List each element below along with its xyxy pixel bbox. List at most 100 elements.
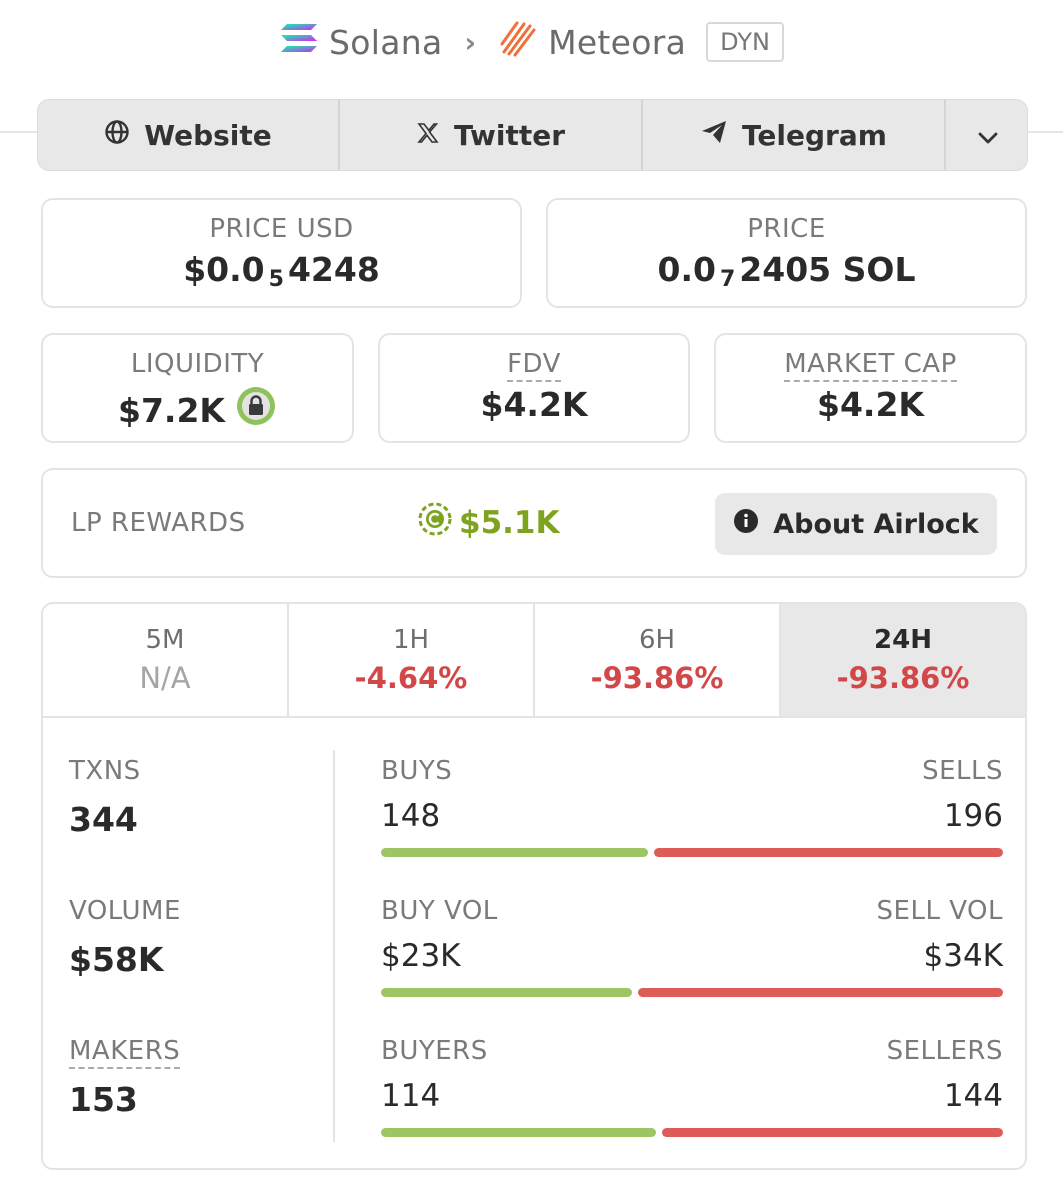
txns-value: 344 xyxy=(69,800,138,839)
liquidity-card: LIQUIDITY $7.2K xyxy=(41,333,354,443)
lp-rewards-value: $5.1K xyxy=(459,505,560,541)
website-label: Website xyxy=(144,118,272,152)
about-airlock-label: About Airlock xyxy=(773,508,979,540)
volume-value: $58K xyxy=(69,940,164,979)
fdv-card: FDV $4.2K xyxy=(378,333,690,443)
stats-summary: TXNS 344 VOLUME $58K MAKERS 153 xyxy=(69,756,329,1168)
website-button[interactable]: Website xyxy=(38,100,340,170)
tab-change: -4.64% xyxy=(354,661,468,695)
buys-label: BUYS xyxy=(381,756,453,786)
chain-link[interactable]: Solana xyxy=(279,21,442,63)
fdv-value: $4.2K xyxy=(480,385,588,424)
buy-sell-ratio-bar xyxy=(381,848,1003,857)
tab-label: 6H xyxy=(638,625,676,655)
lp-rewards-value-row: $5.1K xyxy=(417,501,560,545)
makers-split: BUYERS SELLERS 114 144 xyxy=(381,1036,1003,1168)
telegram-button[interactable]: Telegram xyxy=(643,100,946,170)
volume-stat: VOLUME $58K xyxy=(69,896,329,1036)
pool-type-badge: DYN xyxy=(706,22,784,62)
txns-label: TXNS xyxy=(69,756,141,786)
twitter-label: Twitter xyxy=(453,118,566,152)
stats-divider xyxy=(333,750,335,1142)
info-icon xyxy=(733,508,759,541)
price-native-prefix: 0.0 xyxy=(657,250,716,289)
buy-bar xyxy=(381,1128,656,1137)
timeframe-tabs: 5M N/A 1H -4.64% 6H -93.86% 24H -93.86% xyxy=(43,604,1025,718)
sell-vol-label: SELL VOL xyxy=(876,896,1003,926)
liquidity-lock-icon[interactable] xyxy=(235,385,277,435)
tab-change: N/A xyxy=(139,661,191,695)
tab-1h[interactable]: 1H -4.64% xyxy=(289,604,535,716)
buy-vol-label: BUY VOL xyxy=(381,896,498,926)
market-cap-card: MARKET CAP $4.2K xyxy=(714,333,1027,443)
buy-bar xyxy=(381,988,633,997)
globe-icon xyxy=(104,119,130,152)
liquidity-value-row: $7.2K xyxy=(43,385,352,435)
tab-change: -93.86% xyxy=(836,661,970,695)
chain-name: Solana xyxy=(329,22,443,62)
price-native-digits: 2405 SOL xyxy=(739,250,916,289)
makers-value: 153 xyxy=(69,1080,138,1119)
txns-stat: TXNS 344 xyxy=(69,756,329,896)
buy-sell-volume-bar xyxy=(381,988,1003,997)
sell-bar xyxy=(654,848,1003,857)
buy-bar xyxy=(381,848,649,857)
volume-label: VOLUME xyxy=(69,896,181,926)
stats-panel: 5M N/A 1H -4.64% 6H -93.86% 24H -93.86% … xyxy=(41,602,1027,1170)
chevron-down-icon xyxy=(977,119,999,152)
price-usd-card: PRICE USD $0.0 5 4248 xyxy=(41,198,522,308)
buyers-label: BUYERS xyxy=(381,1036,488,1066)
market-cap-label[interactable]: MARKET CAP xyxy=(784,349,957,382)
tab-label: 5M xyxy=(145,625,185,655)
paper-plane-icon xyxy=(700,119,728,152)
price-usd-digits: 4248 xyxy=(287,250,380,289)
solana-logo-icon xyxy=(279,21,319,63)
tab-6h[interactable]: 6H -93.86% xyxy=(535,604,781,716)
tab-5m[interactable]: 5M N/A xyxy=(43,604,289,716)
twitter-button[interactable]: Twitter xyxy=(340,100,643,170)
sellers-label: SELLERS xyxy=(886,1036,1003,1066)
liquidity-value: $7.2K xyxy=(118,390,225,430)
market-cap-value: $4.2K xyxy=(817,385,924,424)
makers-label-wrap: MAKERS xyxy=(69,1036,329,1069)
sell-vol-value: $34K xyxy=(923,938,1004,974)
more-links-button[interactable] xyxy=(946,100,1029,170)
sells-label: SELLS xyxy=(922,756,1003,786)
airlock-coin-icon xyxy=(417,501,453,545)
telegram-label: Telegram xyxy=(742,118,887,152)
market-cap-label-wrap: MARKET CAP xyxy=(716,349,1025,382)
price-usd-label: PRICE USD xyxy=(209,214,354,244)
social-links-bar: Website Twitter Telegram xyxy=(37,99,1028,171)
price-native-value: 0.0 7 2405 SOL xyxy=(548,250,1025,292)
price-native-label: PRICE xyxy=(747,214,826,244)
tab-label: 1H xyxy=(392,625,430,655)
tab-label: 24H xyxy=(874,625,932,655)
fdv-label-wrap: FDV xyxy=(380,349,688,382)
lp-rewards-card: LP REWARDS $5.1K About Airlock xyxy=(41,468,1027,578)
buy-sell-splits: BUYS SELLS 148 196 BUY VOL SELL VOL $23K… xyxy=(381,756,1004,1168)
buy-vol-value: $23K xyxy=(381,938,461,974)
buyers-value: 114 xyxy=(381,1078,441,1114)
makers-stat: MAKERS 153 xyxy=(69,1036,329,1168)
chevron-right-icon: › xyxy=(464,25,477,59)
price-usd-value: $0.0 5 4248 xyxy=(43,250,520,292)
x-logo-icon xyxy=(416,119,440,152)
meteora-logo-icon xyxy=(498,18,538,66)
makers-label[interactable]: MAKERS xyxy=(69,1036,181,1069)
sellers-value: 144 xyxy=(943,1078,1003,1114)
fdv-label[interactable]: FDV xyxy=(507,349,561,382)
dex-name: Meteora xyxy=(548,22,687,62)
buys-value: 148 xyxy=(381,798,441,834)
dex-link[interactable]: Meteora xyxy=(498,18,686,66)
liquidity-label: LIQUIDITY xyxy=(130,349,265,379)
sell-bar xyxy=(661,1128,1003,1137)
lp-rewards-label: LP REWARDS xyxy=(71,508,246,538)
txns-split: BUYS SELLS 148 196 xyxy=(381,756,1003,896)
sells-value: 196 xyxy=(943,798,1003,834)
about-airlock-button[interactable]: About Airlock xyxy=(715,493,997,555)
tab-24h[interactable]: 24H -93.86% xyxy=(781,604,1025,716)
breadcrumb: Solana › Meteora DYN xyxy=(0,18,1063,66)
price-usd-zero-count: 5 xyxy=(268,267,284,292)
price-native-card: PRICE 0.0 7 2405 SOL xyxy=(546,198,1027,308)
sell-bar xyxy=(638,988,1003,997)
